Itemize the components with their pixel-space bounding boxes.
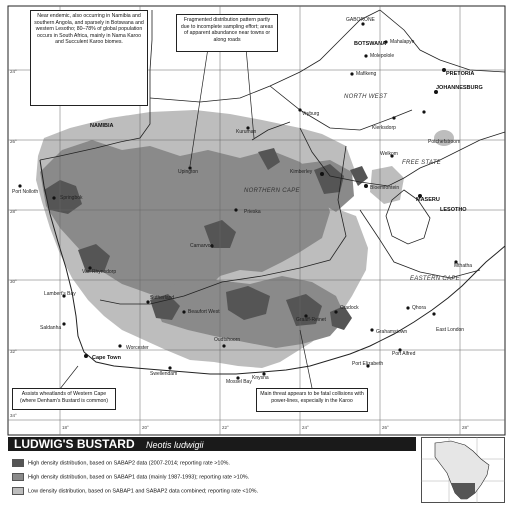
legend-item: High density distribution, based on SABA… <box>12 473 249 482</box>
legend-item: Low density distribution, based on SABAP… <box>12 487 258 496</box>
town-label: Oudtshoorn <box>214 337 241 343</box>
town-markers <box>18 22 458 380</box>
legend-label: Low density distribution, based on SABAP… <box>28 488 259 495</box>
high-density-sabap1-west <box>40 140 330 300</box>
note-wheatlands: Assists wheatlands of Western Cape (wher… <box>12 388 116 410</box>
lon-tick: 22° <box>222 425 229 430</box>
southern-africa-highlight <box>451 483 475 499</box>
town-label: Vryburg <box>302 111 320 117</box>
town-label: East London <box>436 327 465 333</box>
town-label: Potchefstroom <box>428 139 461 145</box>
high-density-sabap2-upington <box>258 148 280 170</box>
note-fragmented: Fragmented distribution pattern partly d… <box>176 14 278 52</box>
legend-title: LUDWIG'S BUSTARD Neotis ludwigii <box>8 437 416 451</box>
legend-label: High density distribution, based on SABA… <box>28 474 250 481</box>
legend-label: High density distribution, based on SABA… <box>28 460 230 467</box>
town-label: Port Nolloth <box>12 189 39 195</box>
legend-swatch-low <box>12 487 24 495</box>
low-density-patch-east <box>370 166 404 204</box>
lat-tick: 32° <box>10 349 17 354</box>
town-label: Saldanha <box>40 325 62 331</box>
town-label: Carnarvon <box>190 243 214 249</box>
town-label: Upington <box>178 169 199 175</box>
lon-tick: 26° <box>382 425 389 430</box>
label-lesotho: LESOTHO <box>440 207 467 213</box>
label-eastern-cape: EASTERN CAPE <box>410 276 460 282</box>
town-label: Springbok <box>60 195 83 201</box>
high-density-sabap2-vanrhynsdorp <box>78 244 110 272</box>
high-density-sabap2-kimberley <box>314 164 344 194</box>
lon-tick: 28° <box>462 425 469 430</box>
high-density-sabap2-beaufort <box>226 286 270 320</box>
scientific-name: Neotis ludwigii <box>145 440 204 450</box>
town-label: Welkom <box>380 151 398 157</box>
town-label: MASERU <box>416 197 440 203</box>
high-density-sabap2-sutherland <box>150 294 180 320</box>
town-label: Molepolole <box>370 53 395 59</box>
south-africa-coastline <box>39 159 506 375</box>
lon-tick: 20° <box>142 425 149 430</box>
species-name: LUDWIG'S BUSTARD <box>14 437 135 451</box>
town-label: GABORONE <box>346 17 375 23</box>
town-label: Prieska <box>244 209 261 215</box>
legend-item: High density distribution, based on SABA… <box>12 459 230 468</box>
note-threat: Main threat appears to be fatal collisio… <box>256 388 368 412</box>
town-label: Sutherland <box>150 295 175 301</box>
borders <box>39 9 506 305</box>
label-north-west: NORTH WEST <box>344 94 388 100</box>
town-label: PRETORIA <box>446 71 475 77</box>
note-endemic: Near endemic, also occurring in Namibia … <box>30 10 148 106</box>
lat-tick: 30° <box>10 279 17 284</box>
high-density-sabap2-bloemfontein <box>350 166 368 186</box>
town-label: Mthatha <box>454 263 473 269</box>
town-label: Qhora <box>412 305 426 311</box>
distribution-map <box>7 5 506 436</box>
town-label: Van Rhynsdorp <box>82 269 117 275</box>
town-label: Bloemfontein <box>370 185 400 191</box>
town-label: Lambert's Bay <box>44 291 76 297</box>
town-label: Beaufort West <box>188 309 220 315</box>
high-density-sabap2-graaffreinet <box>286 294 322 326</box>
town-label: Knysna <box>252 375 269 381</box>
low-density-patch-northeast <box>434 130 454 146</box>
town-label: Mossel Bay <box>226 379 252 385</box>
high-density-sabap2-springbok <box>44 180 82 214</box>
lon-tick: 24° <box>302 425 309 430</box>
town-label: Cradock <box>340 305 359 311</box>
town-label: Worcester <box>126 345 149 351</box>
label-free-state: FREE STATE <box>402 160 442 166</box>
label-botswana: BOTSWANA <box>354 41 387 47</box>
town-label: JOHANNESBURG <box>436 85 483 91</box>
town-label: Grahamstown <box>376 329 408 335</box>
label-northern-cape: NORTHERN CAPE <box>244 188 300 194</box>
lon-tick: 18° <box>62 425 69 430</box>
town-label: Mafikeng <box>356 71 377 77</box>
town-label: Mahalapye <box>390 39 415 45</box>
label-namibia: NAMIBIA <box>90 123 114 129</box>
town-label: Swellendam <box>150 371 178 377</box>
lat-tick: 34° <box>10 413 17 418</box>
lat-tick: 24° <box>10 69 17 74</box>
legend-swatch-sabap1 <box>12 473 24 481</box>
town-label: Klerksdorp <box>372 125 396 131</box>
lat-tick: 28° <box>10 209 17 214</box>
africa-locator-map <box>421 437 505 503</box>
town-label: Kimberley <box>290 169 313 175</box>
town-label: Cape Town <box>92 355 121 361</box>
town-label: Port Alfred <box>392 351 416 357</box>
legend-swatch-sabap2 <box>12 459 24 467</box>
lat-tick: 26° <box>10 139 17 144</box>
town-label: Port Elizabeth <box>352 361 384 367</box>
legend: LUDWIG'S BUSTARD Neotis ludwigii High de… <box>8 437 416 503</box>
town-label: Graaff-Reinet <box>296 317 326 323</box>
town-label: Kuruman <box>236 129 257 135</box>
